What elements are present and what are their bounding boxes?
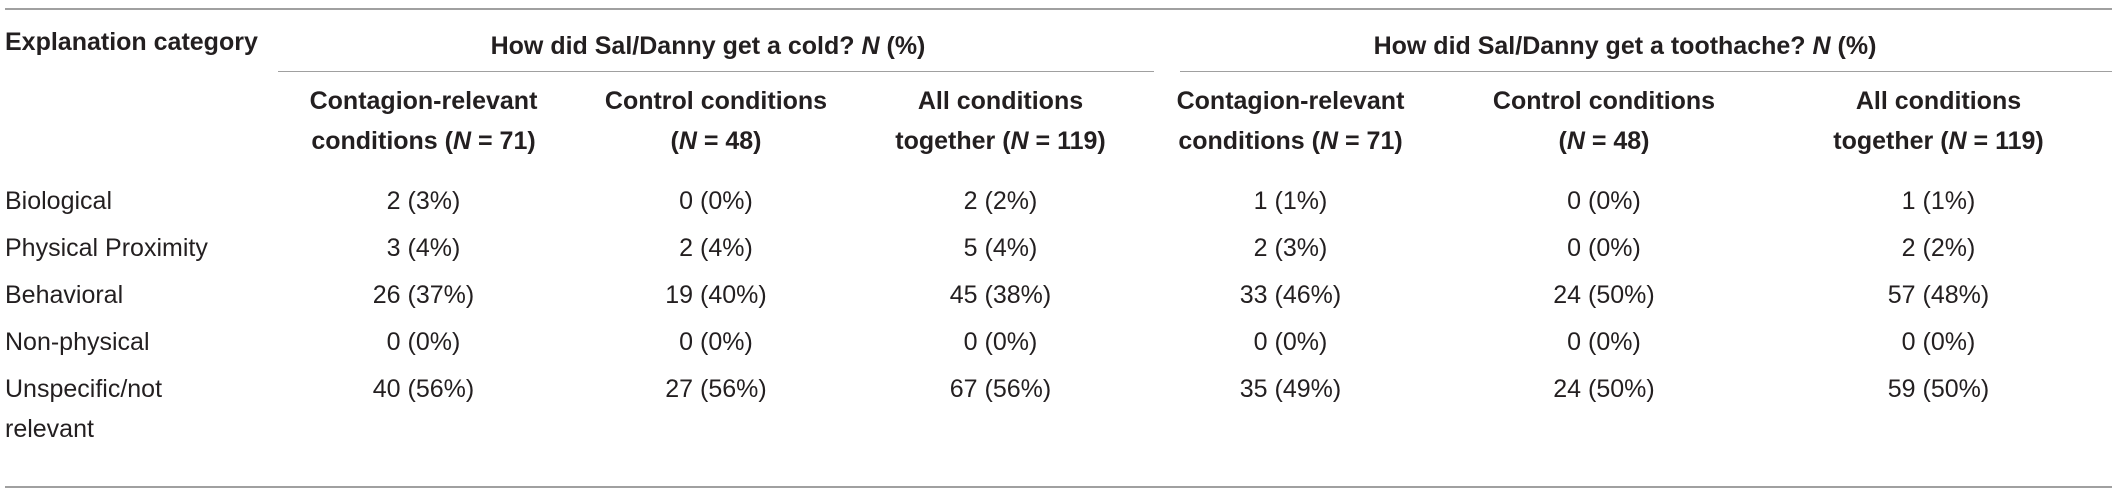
row-label-line1: Unspecific/not bbox=[5, 375, 163, 403]
subheader-line2-post: = 119) bbox=[1028, 127, 1106, 155]
table-cell: 0 (0%) bbox=[1567, 234, 1641, 262]
n-symbol: N bbox=[1010, 127, 1029, 155]
subheader-toothache-control: Control conditions (N = 48) bbox=[1443, 78, 1765, 176]
table-row: Behavioral 26 (37%) 19 (40%) 45 (38%) 33… bbox=[5, 272, 2112, 319]
table-cell: 40 (56%) bbox=[372, 375, 475, 403]
table-cell: 33 (46%) bbox=[1239, 281, 1342, 309]
n-symbol: N bbox=[1812, 32, 1831, 60]
toothache-group-text: How did Sal/Danny get a toothache? bbox=[1373, 32, 1813, 60]
subheader-line2-pre: conditions ( bbox=[311, 127, 453, 155]
table-cell: 24 (50%) bbox=[1553, 281, 1655, 309]
subheader-cold-contagion: Contagion-relevant conditions (N = 71) bbox=[278, 78, 569, 176]
table-cell: 0 (0%) bbox=[1567, 328, 1641, 356]
table-cell: 57 (48%) bbox=[1887, 281, 1990, 309]
subheader-line2-post: = 71) bbox=[1338, 127, 1403, 155]
table-cell: 0 (0%) bbox=[386, 328, 461, 356]
table-row: Unspecific/not relevant 40 (56%) 27 (56%)… bbox=[5, 366, 2112, 459]
table-cell: 5 (4%) bbox=[963, 234, 1038, 262]
subheader-line1: Control conditions bbox=[1492, 87, 1716, 115]
category-header-text: Explanation category bbox=[5, 28, 258, 56]
table-cell: 2 (2%) bbox=[963, 187, 1038, 215]
table-cell: 0 (0%) bbox=[1901, 328, 1976, 356]
table-top-rule bbox=[5, 8, 2112, 10]
table-cell: 26 (37%) bbox=[372, 281, 475, 309]
table-cell: 2 (2%) bbox=[1901, 234, 1976, 262]
results-table: Explanation category How did Sal/Danny g… bbox=[5, 10, 2112, 459]
subheader-line2-post: = 48) bbox=[696, 127, 762, 155]
table-row: Non-physical 0 (0%) 0 (0%) 0 (0%) 0 (0%)… bbox=[5, 319, 2112, 366]
n-symbol: N bbox=[1319, 127, 1339, 155]
table-cell: 0 (0%) bbox=[1567, 187, 1641, 215]
subheader-line1: Control conditions bbox=[604, 87, 828, 115]
table-cell: 67 (56%) bbox=[949, 375, 1052, 403]
subheader-line2-post: = 48) bbox=[1584, 127, 1650, 155]
toothache-group-header: How did Sal/Danny get a toothache? N (%) bbox=[1138, 10, 2112, 78]
pct-suffix: (%) bbox=[1830, 32, 1877, 60]
row-label: Non-physical bbox=[5, 328, 150, 356]
subheader-line1: All conditions bbox=[1855, 87, 2022, 115]
subheader-line1: Contagion-relevant bbox=[309, 87, 538, 115]
table-cell: 24 (50%) bbox=[1553, 375, 1655, 403]
cold-group-header: How did Sal/Danny get a cold? N (%) bbox=[278, 10, 1138, 78]
subheader-cold-all: All conditions together (N = 119) bbox=[863, 78, 1138, 176]
table-cell: 35 (49%) bbox=[1239, 375, 1342, 403]
subheader-line2-pre: conditions ( bbox=[1178, 127, 1320, 155]
table-cell: 2 (3%) bbox=[386, 187, 461, 215]
subheader-line2-post: = 119) bbox=[1966, 127, 2044, 155]
toothache-group-rule bbox=[1180, 71, 2112, 72]
table-cell: 0 (0%) bbox=[1253, 328, 1328, 356]
n-symbol: N bbox=[1566, 127, 1585, 155]
subheader-cold-control: Control conditions (N = 48) bbox=[569, 78, 863, 176]
subheader-line2-pre: together ( bbox=[895, 127, 1011, 155]
n-symbol: N bbox=[452, 127, 472, 155]
table-cell: 1 (1%) bbox=[1253, 187, 1328, 215]
table-cell: 0 (0%) bbox=[963, 328, 1038, 356]
subheader-line1: All conditions bbox=[917, 87, 1084, 115]
subheader-line2-post: = 71) bbox=[471, 127, 536, 155]
table-cell: 27 (56%) bbox=[665, 375, 767, 403]
table-cell: 2 (3%) bbox=[1253, 234, 1328, 262]
n-symbol: N bbox=[861, 32, 880, 60]
subheader-toothache-all: All conditions together (N = 119) bbox=[1765, 78, 2112, 176]
row-label-line2: relevant bbox=[5, 415, 94, 443]
table-cell: 0 (0%) bbox=[679, 187, 753, 215]
subheader-line2-pre: ( bbox=[670, 127, 679, 155]
n-symbol: N bbox=[678, 127, 697, 155]
table-row: Physical Proximity 3 (4%) 2 (4%) 5 (4%) … bbox=[5, 225, 2112, 272]
row-label: Physical Proximity bbox=[5, 234, 208, 262]
table-bottom-rule bbox=[5, 486, 2112, 488]
row-label: Biological bbox=[5, 187, 113, 215]
row-label: Behavioral bbox=[5, 281, 124, 309]
table-cell: 59 (50%) bbox=[1887, 375, 1990, 403]
cold-group-text: How did Sal/Danny get a cold? bbox=[490, 32, 862, 60]
table-cell: 2 (4%) bbox=[679, 234, 753, 262]
row-label: Unspecific/not relevant bbox=[5, 366, 278, 459]
table-cell: 3 (4%) bbox=[386, 234, 461, 262]
subheader-toothache-contagion: Contagion-relevant conditions (N = 71) bbox=[1138, 78, 1443, 176]
table-cell: 1 (1%) bbox=[1901, 187, 1976, 215]
subheader-line2-pre: together ( bbox=[1833, 127, 1949, 155]
subheader-line1: Contagion-relevant bbox=[1176, 87, 1405, 115]
n-symbol: N bbox=[1948, 127, 1967, 155]
table-cell: 19 (40%) bbox=[665, 281, 767, 309]
subheader-line2-pre: ( bbox=[1558, 127, 1567, 155]
table-cell: 45 (38%) bbox=[949, 281, 1052, 309]
table-row: Biological 2 (3%) 0 (0%) 2 (2%) 1 (1%) 0… bbox=[5, 176, 2112, 225]
table-cell: 0 (0%) bbox=[679, 328, 753, 356]
category-header: Explanation category bbox=[5, 10, 278, 176]
pct-suffix: (%) bbox=[879, 32, 926, 60]
cold-group-rule bbox=[278, 71, 1154, 72]
